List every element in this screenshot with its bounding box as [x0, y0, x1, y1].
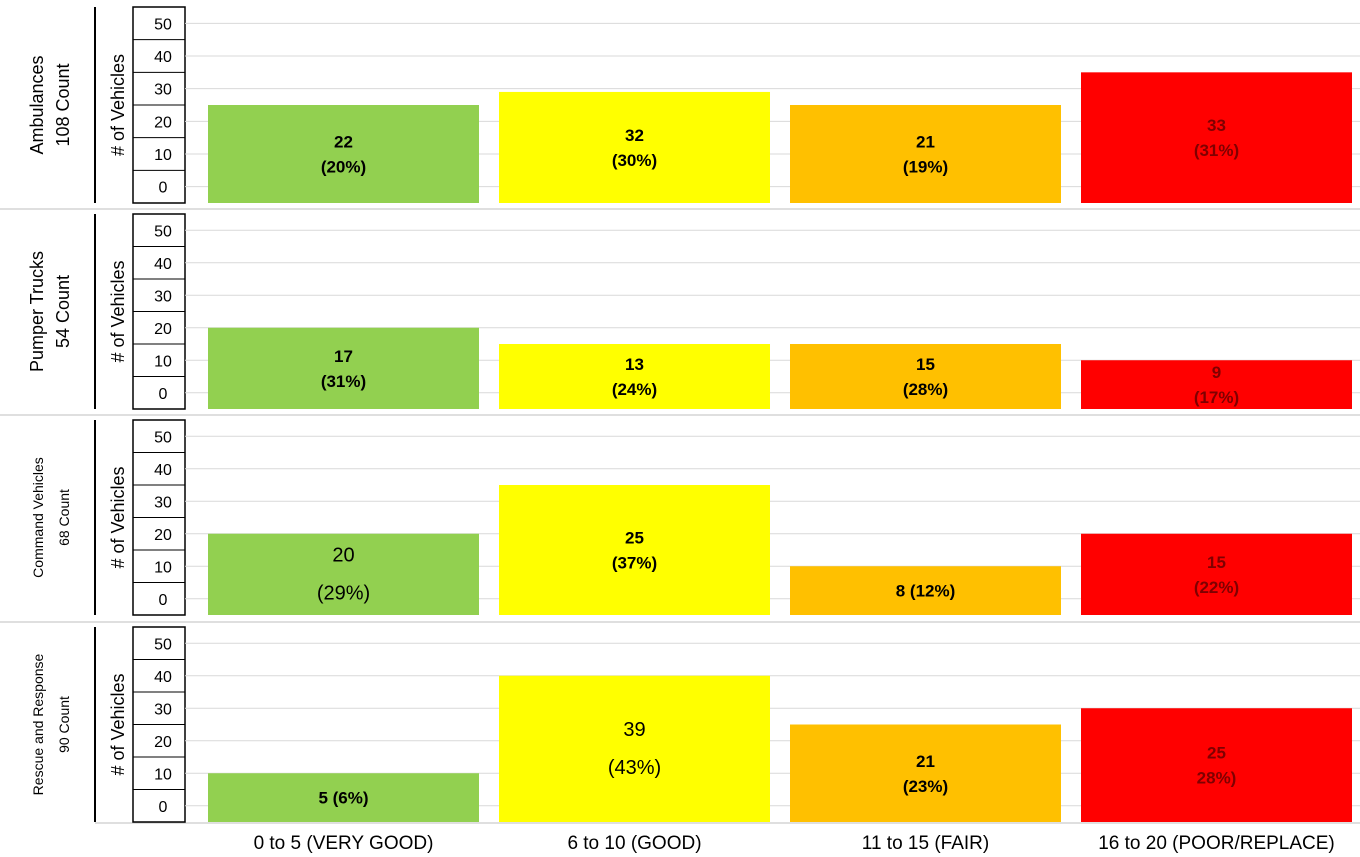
- y-tick-label: 20: [154, 734, 172, 751]
- bar-percent-label: (29%): [317, 582, 370, 604]
- y-tick-label: 0: [159, 592, 168, 609]
- bar-value-label: 20: [332, 544, 354, 566]
- y-tick-label: 10: [154, 559, 172, 576]
- x-category-label: 0 to 5 (VERY GOOD): [254, 833, 434, 854]
- panel-count-label: 90 Count: [56, 696, 72, 753]
- y-tick-label: 50: [154, 223, 172, 240]
- bar-2: [499, 485, 770, 615]
- bar-3: [790, 344, 1061, 409]
- y-axis-title: # of Vehicles: [108, 466, 128, 568]
- bar-4: [1081, 360, 1352, 409]
- bar-value-label: 32: [625, 126, 644, 145]
- panel-count-label: 54 Count: [53, 275, 73, 348]
- bar-4: [1081, 533, 1352, 615]
- bar-4: [1081, 708, 1352, 822]
- y-tick-label: 40: [154, 462, 172, 479]
- y-tick-label: 10: [154, 147, 172, 164]
- bar-4: [1081, 72, 1352, 203]
- bar-value-label: 25: [625, 529, 644, 548]
- bar-percent-label: (22%): [1194, 578, 1239, 597]
- bar-percent-label: (17%): [1194, 388, 1239, 407]
- y-axis-title: # of Vehicles: [108, 673, 128, 775]
- bar-data-label: 5 (6%): [318, 789, 368, 808]
- y-tick-label: 30: [154, 82, 172, 99]
- panel-group-label: Pumper Trucks: [27, 251, 47, 372]
- bar-3: [790, 566, 1061, 615]
- bar-value-label: 13: [625, 355, 644, 374]
- bar-value-label: 33: [1207, 116, 1226, 135]
- bar-percent-label: (20%): [321, 158, 366, 177]
- y-axis-title: # of Vehicles: [108, 260, 128, 362]
- bar-value-label: 17: [334, 347, 353, 366]
- panel-group-label: Ambulances: [27, 55, 47, 154]
- bar-percent-label: (43%): [608, 757, 661, 779]
- y-tick-label: 10: [154, 766, 172, 783]
- bar-percent-label: (37%): [612, 554, 657, 573]
- bar-value-label: 9: [1212, 363, 1221, 382]
- bar-value-label: 15: [1207, 553, 1226, 572]
- y-axis-title: # of Vehicles: [108, 54, 128, 156]
- bar-3: [790, 724, 1061, 822]
- y-tick-label: 20: [154, 321, 172, 338]
- bar-3: [790, 105, 1061, 203]
- bar-1: [208, 105, 479, 203]
- bar-percent-label: (28%): [903, 380, 948, 399]
- panel-group-label: Rescue and Response: [30, 653, 46, 795]
- y-tick-label: 30: [154, 494, 172, 511]
- bar-percent-label: (31%): [1194, 141, 1239, 160]
- panel-group-label: Command Vehicles: [30, 457, 46, 578]
- y-tick-label: 0: [159, 799, 168, 816]
- bar-value-label: 25: [1207, 744, 1226, 763]
- bar-2: [499, 344, 770, 409]
- x-category-label: 6 to 10 (GOOD): [567, 833, 701, 854]
- y-tick-label: 50: [154, 636, 172, 653]
- y-tick-label: 20: [154, 527, 172, 544]
- y-tick-label: 0: [159, 386, 168, 403]
- x-category-label: 11 to 15 (FAIR): [862, 833, 989, 854]
- bar-1: [208, 773, 479, 822]
- bar-data-label: 8 (12%): [896, 582, 956, 601]
- bar-value-label: 22: [334, 133, 353, 152]
- bar-percent-label: (24%): [612, 380, 657, 399]
- bar-1: [208, 533, 479, 615]
- bar-percent-label: (23%): [903, 777, 948, 796]
- bar-percent-label: 28%): [1197, 769, 1237, 788]
- y-tick-label: 30: [154, 288, 172, 305]
- panel-count-label: 68 Count: [56, 489, 72, 546]
- bar-percent-label: (30%): [612, 151, 657, 170]
- bar-percent-label: (19%): [903, 158, 948, 177]
- bar-value-label: 15: [916, 355, 935, 374]
- y-tick-label: 0: [159, 180, 168, 197]
- y-tick-label: 40: [154, 49, 172, 66]
- y-tick-label: 40: [154, 669, 172, 686]
- y-tick-label: 20: [154, 114, 172, 131]
- y-tick-label: 30: [154, 701, 172, 718]
- bar-1: [208, 327, 479, 409]
- y-tick-label: 50: [154, 16, 172, 33]
- bar-value-label: 39: [623, 719, 645, 741]
- bar-value-label: 21: [916, 133, 935, 152]
- bar-2: [499, 91, 770, 203]
- bar-percent-label: (31%): [321, 372, 366, 391]
- y-tick-label: 50: [154, 429, 172, 446]
- bar-2: [499, 675, 770, 822]
- bar-value-label: 21: [916, 752, 935, 771]
- panel-count-label: 108 Count: [53, 63, 73, 146]
- y-tick-label: 10: [154, 353, 172, 370]
- y-tick-label: 40: [154, 256, 172, 273]
- x-category-label: 16 to 20 (POOR/REPLACE): [1098, 833, 1335, 854]
